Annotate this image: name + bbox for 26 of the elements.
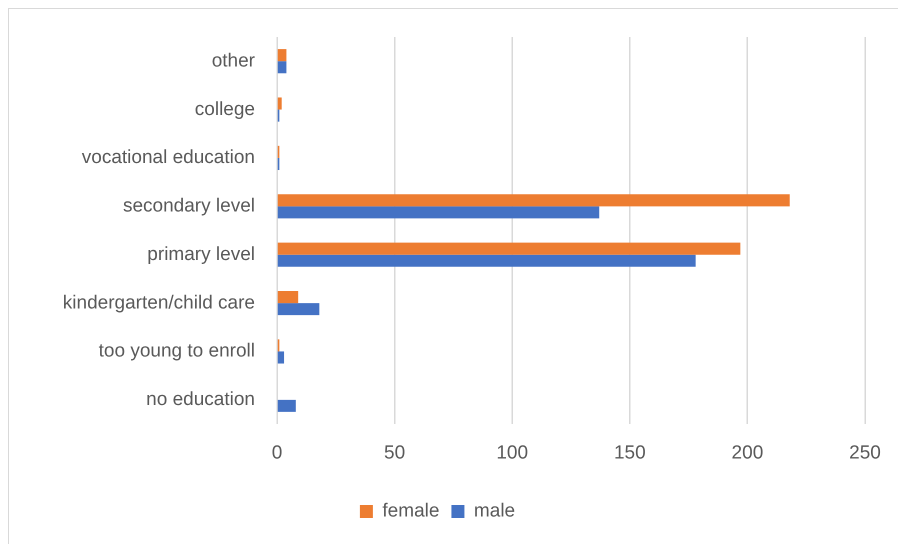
y-tick-label: vocational education bbox=[82, 147, 255, 168]
x-tick-label: 50 bbox=[384, 442, 406, 464]
bar bbox=[278, 206, 600, 218]
y-tick-label: primary level bbox=[147, 244, 255, 265]
bar bbox=[278, 254, 696, 267]
bar bbox=[278, 351, 284, 364]
bar bbox=[278, 303, 320, 316]
x-tick-label: 250 bbox=[849, 442, 881, 464]
bar bbox=[278, 400, 296, 412]
legend-label: female bbox=[382, 500, 440, 522]
x-tick-label: 150 bbox=[614, 442, 646, 464]
bar bbox=[278, 194, 790, 206]
bar bbox=[278, 61, 286, 74]
x-tick-label: 200 bbox=[732, 442, 764, 464]
bar bbox=[278, 242, 740, 255]
y-tick-label: other bbox=[212, 50, 256, 72]
bar bbox=[278, 49, 286, 62]
x-tick-label: 0 bbox=[272, 442, 282, 464]
bar bbox=[278, 290, 298, 304]
y-tick-label: college bbox=[194, 98, 255, 120]
y-tick-label: no education bbox=[146, 389, 255, 410]
y-tick-label: too young to enroll bbox=[98, 340, 255, 362]
x-tick-label: 100 bbox=[496, 442, 528, 464]
y-tick-label: secondary level bbox=[122, 196, 255, 217]
y-tick-label: kindergarten/child care bbox=[62, 292, 255, 314]
legend-label: male bbox=[474, 500, 516, 522]
